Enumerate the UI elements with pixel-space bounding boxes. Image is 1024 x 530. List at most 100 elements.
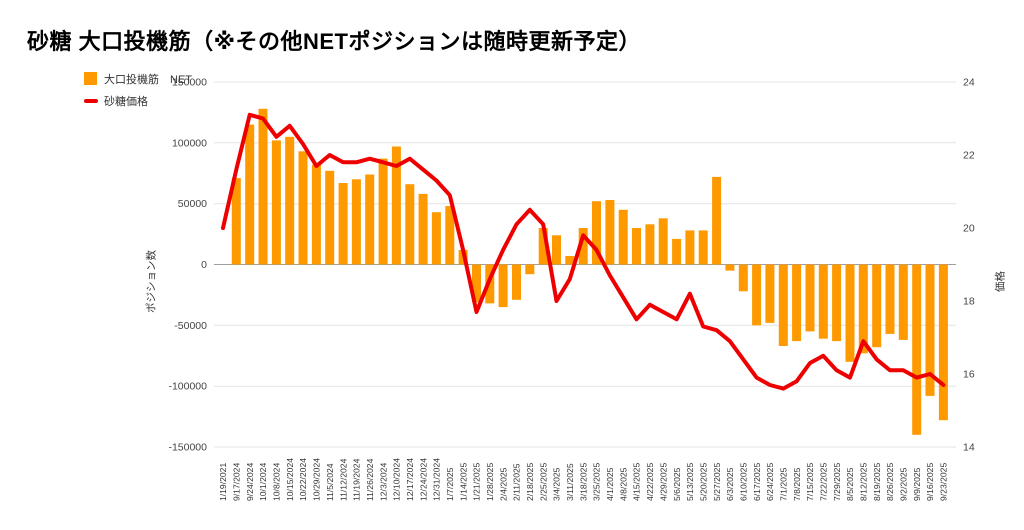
net-position-bar[interactable] xyxy=(271,140,281,265)
net-position-bar[interactable] xyxy=(778,264,788,347)
x-axis-tick-label: 2/4/2025 xyxy=(498,467,508,501)
net-position-bar[interactable] xyxy=(311,164,321,265)
net-position-bar[interactable] xyxy=(325,170,335,265)
x-axis-tick-label: 9/16/2025 xyxy=(925,463,935,501)
x-axis-tick-label: 4/8/2025 xyxy=(618,467,628,501)
net-position-bar[interactable] xyxy=(298,151,308,265)
left-axis-tick-label: -100000 xyxy=(168,381,207,393)
net-position-bar[interactable] xyxy=(431,212,441,265)
net-position-bar[interactable] xyxy=(552,235,561,265)
x-axis-tick-label: 10/22/2024 xyxy=(298,458,308,501)
net-position-bar[interactable] xyxy=(698,230,708,265)
net-position-bar[interactable] xyxy=(578,228,588,265)
x-axis-tick-label: 3/25/2025 xyxy=(592,463,602,501)
net-position-bar[interactable] xyxy=(925,264,935,396)
x-axis-tick-label: 2/25/2025 xyxy=(538,463,548,501)
net-position-bar[interactable] xyxy=(632,228,641,265)
right-axis-tick-label: 14 xyxy=(963,442,975,454)
net-position-bar[interactable] xyxy=(832,264,842,342)
net-position-bar[interactable] xyxy=(365,174,375,265)
x-axis-tick-label: 7/1/2025 xyxy=(779,467,789,501)
x-axis-tick-label: 11/19/2024 xyxy=(352,458,362,501)
legend-item-price: 砂糖価格 xyxy=(84,93,192,108)
net-position-bar[interactable] xyxy=(418,193,428,265)
x-axis-tick-label: 10/29/2024 xyxy=(312,458,322,501)
net-position-bar[interactable] xyxy=(245,124,255,265)
x-axis-tick-label: 9/2/2025 xyxy=(899,467,909,501)
net-position-bar[interactable] xyxy=(525,264,535,275)
net-position-bar[interactable] xyxy=(378,158,388,265)
x-axis-tick-label: 12/24/2024 xyxy=(418,458,428,501)
net-position-bar[interactable] xyxy=(618,209,628,265)
net-position-bar[interactable] xyxy=(912,264,922,435)
x-axis-tick-label: 8/5/2025 xyxy=(845,467,855,501)
left-axis-tick-label: 50000 xyxy=(178,198,207,210)
net-position-bar[interactable] xyxy=(898,264,908,340)
x-axis-tick-label: 6/3/2025 xyxy=(725,467,735,501)
net-position-bar[interactable] xyxy=(885,264,895,334)
x-axis-tick-label: 6/24/2025 xyxy=(765,463,775,501)
right-axis-tick-label: 16 xyxy=(963,369,975,381)
net-position-bar[interactable] xyxy=(231,178,241,265)
net-position-bar[interactable] xyxy=(685,230,695,265)
x-axis-tick-label: 8/19/2025 xyxy=(872,463,882,501)
x-axis-tick-label: 4/1/2025 xyxy=(605,467,615,501)
net-position-bar[interactable] xyxy=(738,264,748,292)
x-axis-tick-label: 1/14/2025 xyxy=(458,463,468,501)
net-position-bar[interactable] xyxy=(712,176,722,265)
net-position-bar[interactable] xyxy=(391,146,401,265)
x-axis-tick-label: 4/15/2025 xyxy=(632,463,642,501)
x-axis-tick-label: 2/18/2025 xyxy=(525,463,535,501)
net-position-bar[interactable] xyxy=(405,184,415,265)
x-axis-tick-label: 4/22/2025 xyxy=(645,463,655,501)
x-axis-tick-label: 5/6/2025 xyxy=(672,467,682,501)
x-axis-tick-label: 12/3/2024 xyxy=(378,463,388,501)
x-axis-tick-label: 3/4/2025 xyxy=(552,467,562,501)
net-position-bar[interactable] xyxy=(765,264,775,323)
net-position-bar[interactable] xyxy=(538,228,548,265)
x-axis-tick-label: 3/18/2025 xyxy=(578,463,588,501)
net-position-bar[interactable] xyxy=(645,224,655,265)
net-position-bar[interactable] xyxy=(472,264,481,303)
left-axis-tick-label: 100000 xyxy=(172,137,207,149)
sugar-price-line[interactable] xyxy=(221,112,946,391)
net-position-bar[interactable] xyxy=(258,108,268,265)
legend-net-label: 大口投機筋 NET xyxy=(104,73,192,86)
net-position-bar[interactable] xyxy=(605,200,615,265)
net-position-bar[interactable] xyxy=(872,264,882,348)
x-axis-tick-label: 12/17/2024 xyxy=(405,458,415,501)
net-position-bar[interactable] xyxy=(592,201,601,265)
net-position-bar[interactable] xyxy=(658,218,668,265)
net-position-bar[interactable] xyxy=(512,264,521,300)
legend: 大口投機筋 NET 砂糖価格 xyxy=(84,71,192,115)
x-axis-tick-label: 5/27/2025 xyxy=(712,463,722,501)
x-axis-tick-label: 11/5/2024 xyxy=(325,463,335,501)
net-position-bar[interactable] xyxy=(938,264,948,421)
x-axis-tick-label: 1/28/2025 xyxy=(485,463,495,501)
net-series-swatch-icon xyxy=(84,72,97,85)
legend-price-label: 砂糖価格 xyxy=(104,95,148,108)
net-position-bar[interactable] xyxy=(565,256,575,265)
net-position-bar[interactable] xyxy=(752,264,762,326)
net-position-bar[interactable] xyxy=(792,264,802,342)
net-position-bar[interactable] xyxy=(351,179,361,265)
legend-item-net: 大口投機筋 NET xyxy=(84,71,192,86)
net-position-bar[interactable] xyxy=(805,264,815,332)
net-position-bar[interactable] xyxy=(672,238,682,265)
x-axis-tick-label: 7/15/2025 xyxy=(805,463,815,501)
x-axis-tick-label: 8/12/2025 xyxy=(859,463,869,501)
net-position-bar[interactable] xyxy=(338,183,348,265)
net-position-bar[interactable] xyxy=(285,136,295,265)
net-position-bar[interactable] xyxy=(845,264,855,362)
x-axis-tick-label: 10/1/2024 xyxy=(258,463,268,501)
x-axis-tick-label: 3/11/2025 xyxy=(565,463,575,501)
x-axis-tick-label: 1/21/2025 xyxy=(472,463,482,501)
net-position-bar[interactable] xyxy=(818,264,828,339)
net-position-bar[interactable] xyxy=(445,206,455,265)
net-position-bar[interactable] xyxy=(498,264,508,308)
net-position-bar[interactable] xyxy=(725,264,735,271)
net-position-bar[interactable] xyxy=(858,264,868,354)
right-axis-tick-label: 24 xyxy=(963,77,975,89)
